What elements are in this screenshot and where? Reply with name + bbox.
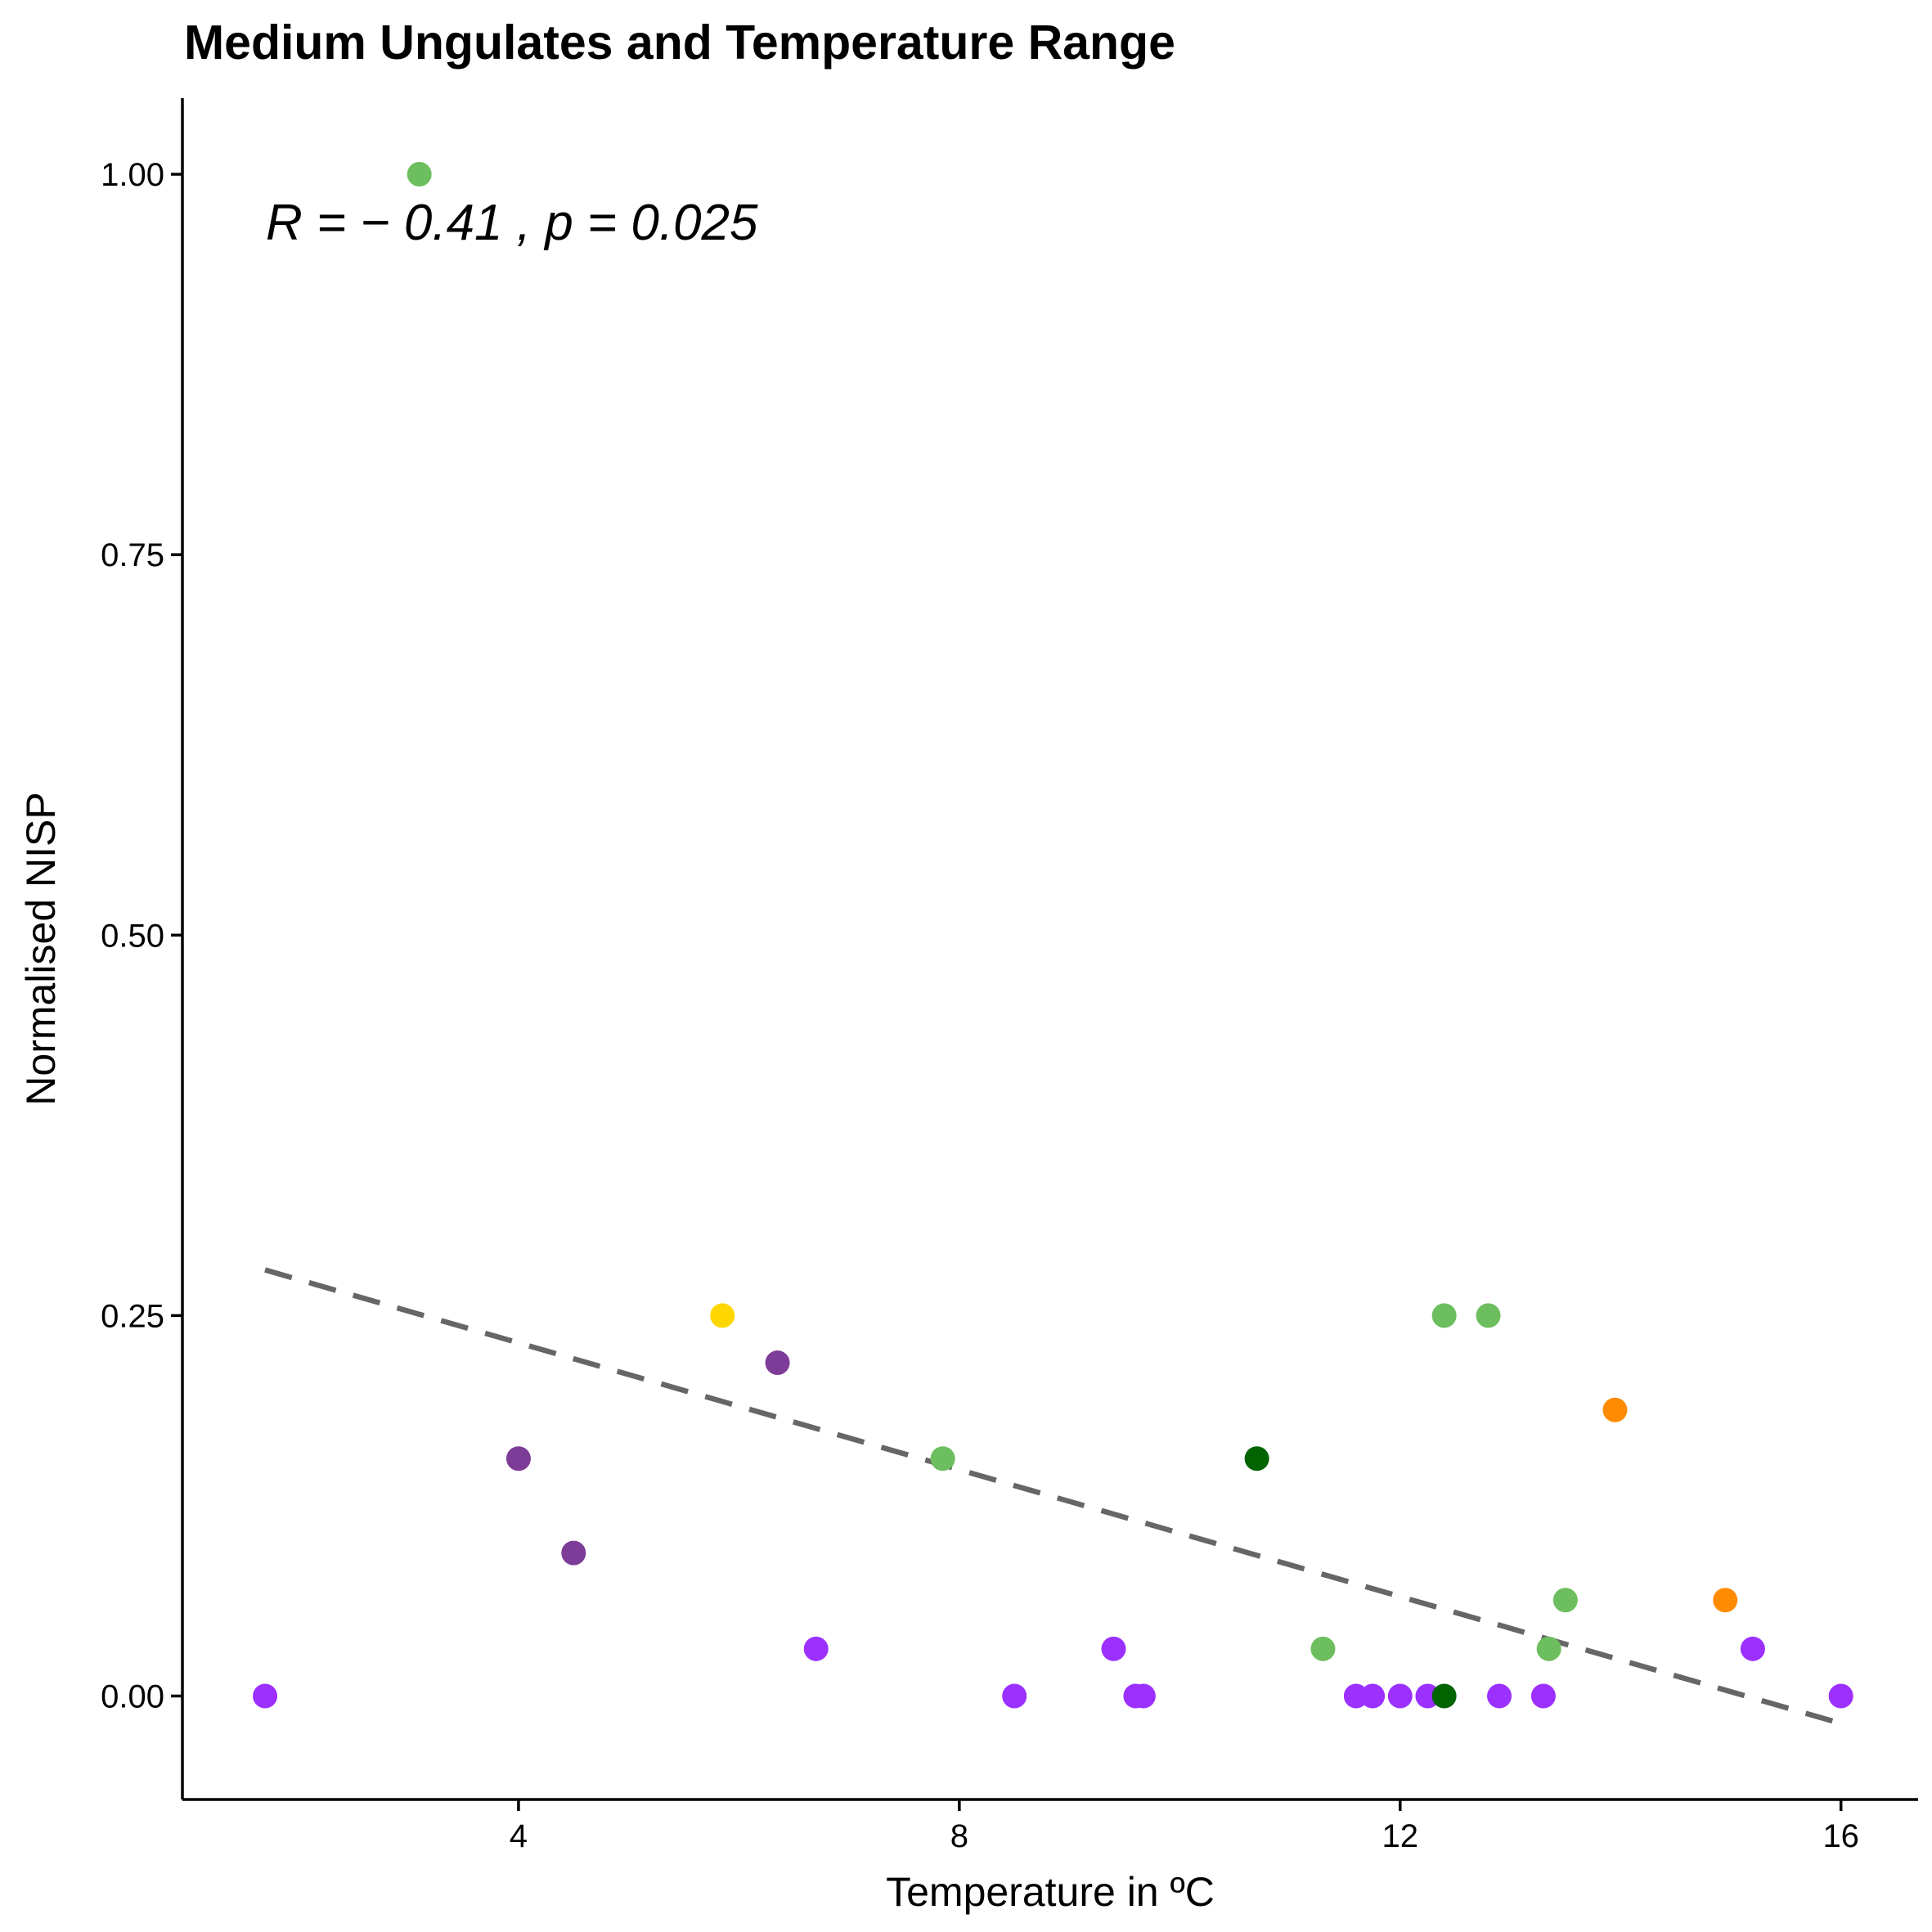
data-point <box>1487 1683 1512 1709</box>
data-point <box>1431 1683 1457 1709</box>
chart-title: Medium Ungulates and Temperature Range <box>184 16 1175 70</box>
data-point <box>1713 1588 1738 1613</box>
data-point <box>765 1350 790 1376</box>
data-point <box>803 1636 829 1661</box>
x-tick-label: 8 <box>950 1818 968 1854</box>
data-point <box>710 1303 735 1328</box>
data-point <box>1002 1683 1027 1709</box>
y-tick-label: 0.50 <box>101 918 164 954</box>
data-points <box>253 162 1853 1709</box>
y-tick-label: 0.25 <box>101 1298 164 1334</box>
data-point <box>1387 1683 1413 1709</box>
data-point <box>253 1683 278 1709</box>
data-point <box>1740 1636 1765 1661</box>
data-point <box>1101 1636 1126 1661</box>
y-tick-label: 0.75 <box>101 537 164 573</box>
data-point <box>1602 1397 1628 1422</box>
data-point <box>1530 1683 1556 1709</box>
y-tick-label: 1.00 <box>101 157 164 193</box>
x-tick-label: 16 <box>1822 1818 1859 1854</box>
x-axis-ticks: 4 8 12 16 <box>510 1799 1859 1854</box>
plot-area: 0.00 0.25 0.50 0.75 1.00 4 8 12 16 <box>101 98 1918 1854</box>
data-point <box>1360 1683 1386 1709</box>
data-point <box>505 1446 531 1471</box>
data-point <box>1536 1636 1561 1661</box>
x-axis-title: Temperature in ºC <box>886 1869 1215 1915</box>
x-tick-label: 12 <box>1382 1818 1419 1854</box>
y-axis-ticks: 0.00 0.25 0.50 0.75 1.00 <box>101 157 182 1714</box>
data-point <box>1828 1683 1853 1709</box>
data-point <box>561 1540 586 1566</box>
data-point <box>1431 1303 1457 1328</box>
y-tick-label: 0.00 <box>101 1678 164 1714</box>
data-point <box>930 1446 955 1471</box>
correlation-annotation: R = − 0.41 , p = 0.025 <box>266 195 758 251</box>
data-point <box>1476 1303 1501 1328</box>
trendline <box>264 1267 1842 1727</box>
x-tick-label: 4 <box>510 1818 528 1854</box>
y-axis-title: Normalised NISP <box>18 792 64 1105</box>
trendline-layer <box>264 1267 1842 1727</box>
data-point <box>1244 1446 1269 1471</box>
data-point <box>1130 1683 1156 1709</box>
data-point <box>1552 1588 1578 1613</box>
data-point <box>407 162 432 187</box>
data-point <box>1310 1636 1336 1661</box>
